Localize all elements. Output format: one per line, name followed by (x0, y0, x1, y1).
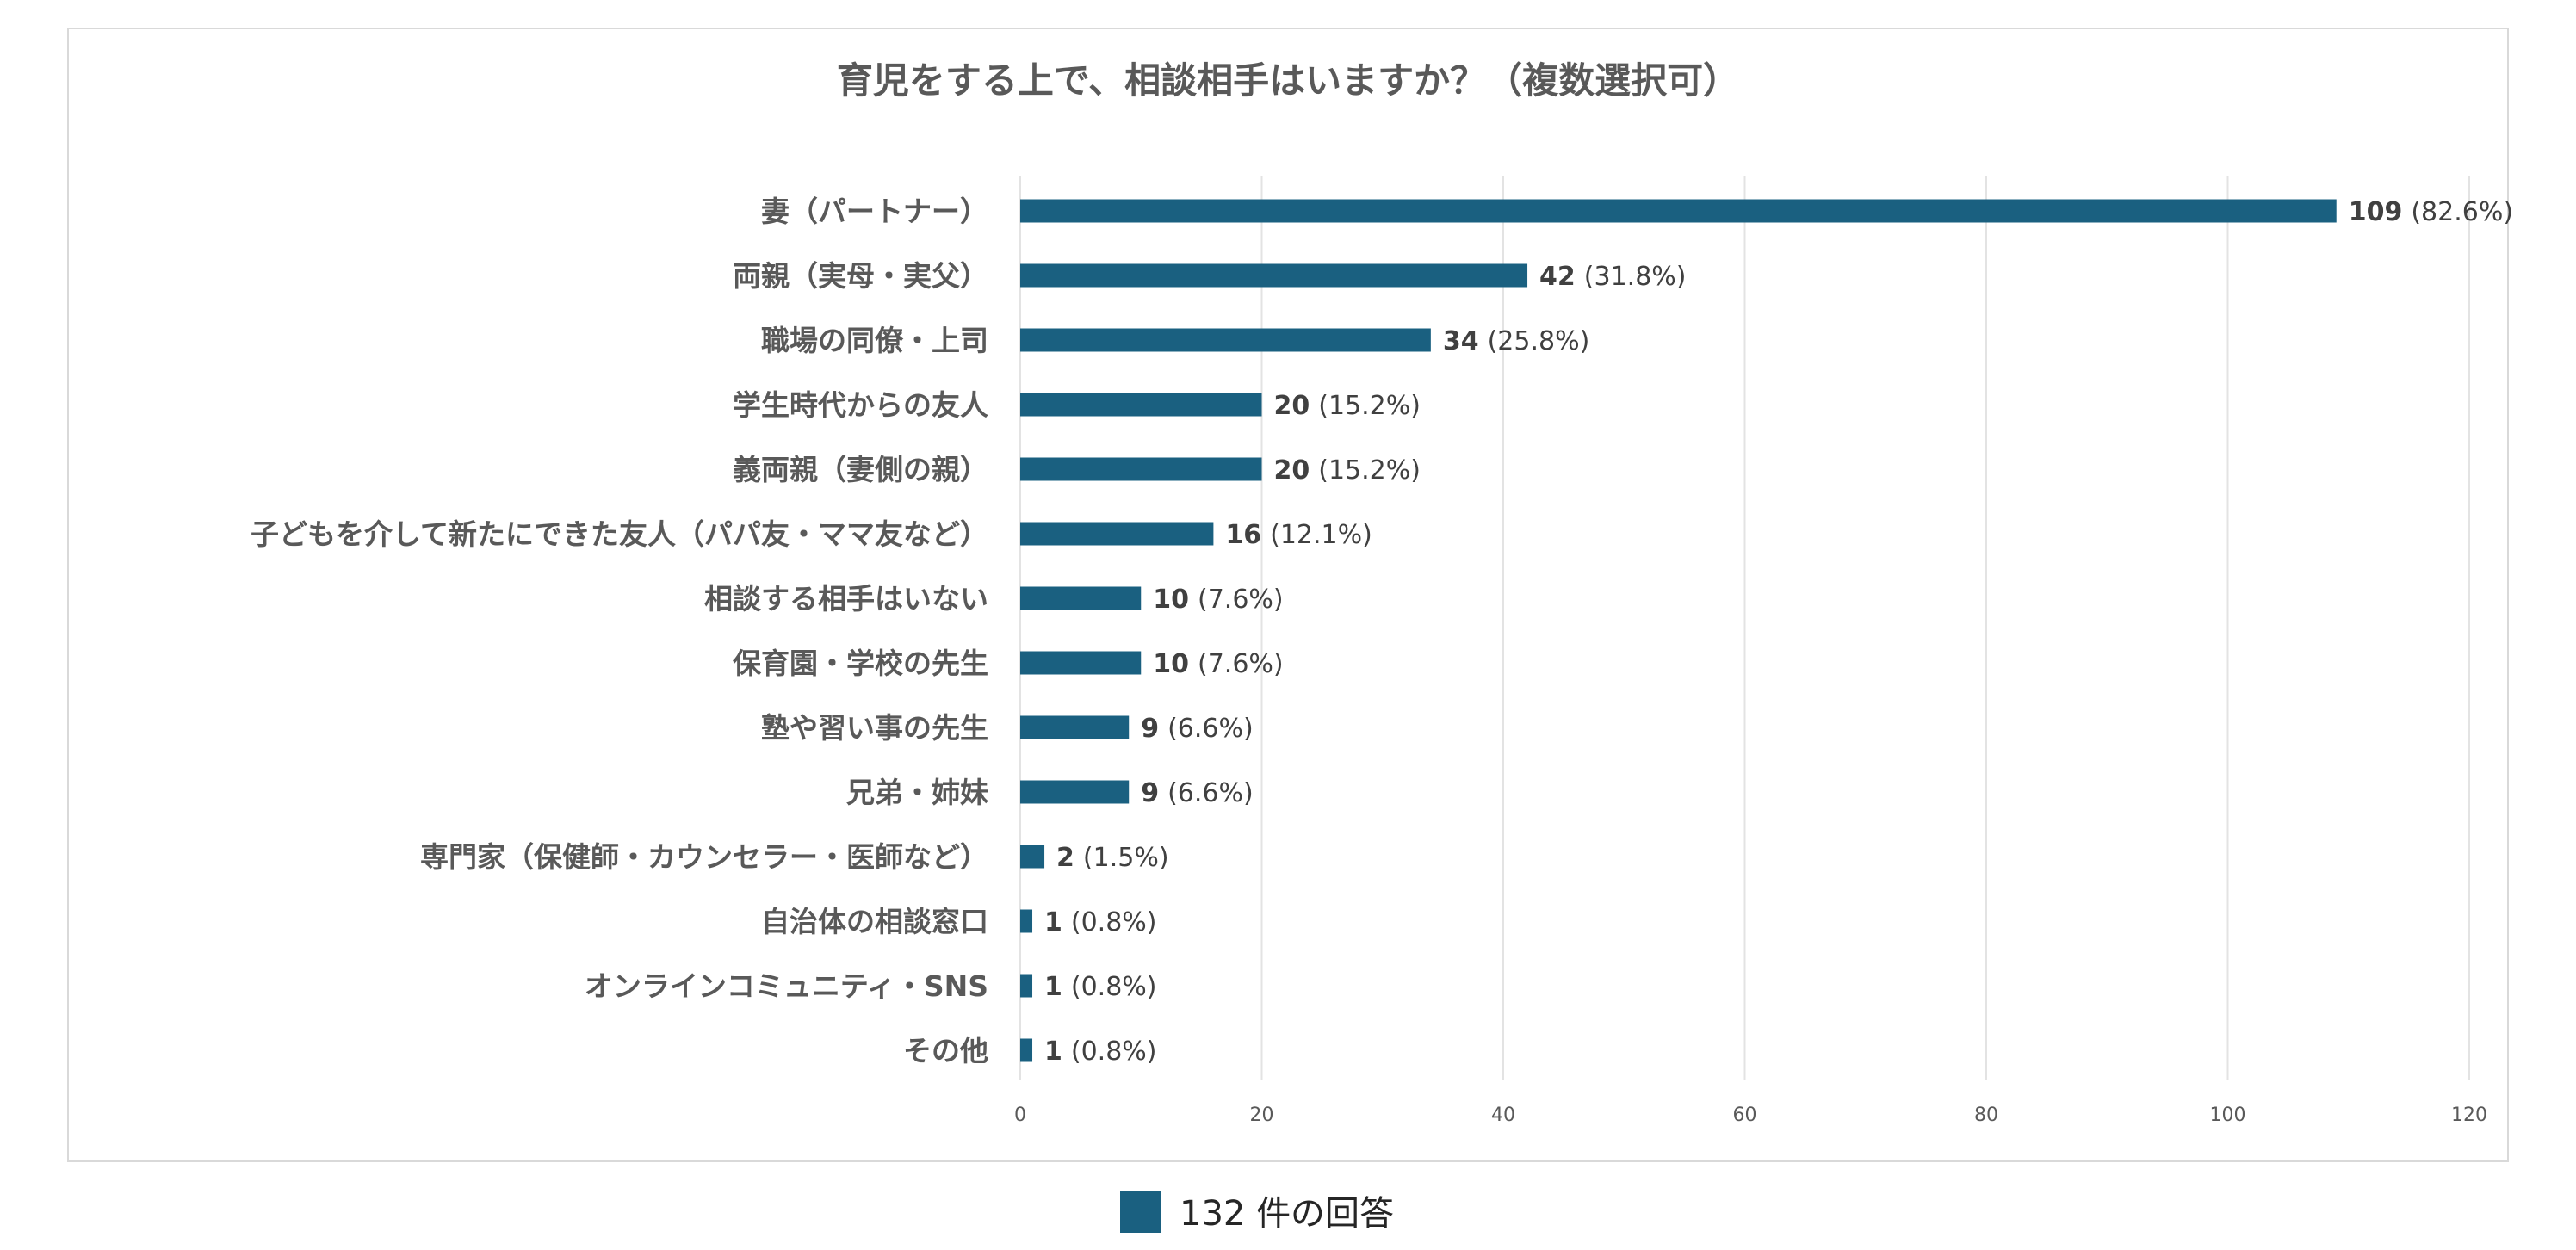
category-label: 両親（実母・実父） (733, 259, 988, 293)
bar (1020, 651, 1142, 675)
x-tick-label: 20 (1250, 1105, 1274, 1126)
category-label: 自治体の相談窓口 (761, 905, 988, 938)
bar (1020, 393, 1262, 417)
x-tick-label: 120 (2451, 1105, 2487, 1126)
category-label: 保育園・学校の先生 (733, 647, 988, 680)
bar (1020, 974, 1033, 998)
bar (1020, 1038, 1033, 1062)
bar (1020, 715, 1130, 739)
chart-title: 育児をする上で、相談相手はいますか？（複数選択可） (837, 59, 1739, 102)
data-label: 34 (25.8%) (1443, 326, 1589, 356)
category-label: オンラインコミュニティ・SNS (585, 969, 988, 1003)
data-label: 9 (6.6%) (1141, 714, 1254, 744)
bar (1020, 522, 1214, 546)
category-label: 兄弟・姉妹 (846, 776, 988, 809)
bar (1020, 263, 1528, 288)
x-tick-label: 60 (1733, 1105, 1757, 1126)
data-label: 20 (15.2%) (1274, 391, 1421, 421)
data-label: 42 (31.8%) (1539, 262, 1686, 292)
x-tick-label: 0 (1014, 1105, 1026, 1126)
x-tick-label: 80 (1974, 1105, 1998, 1126)
x-tick-label: 100 (2210, 1105, 2246, 1126)
data-label: 16 (12.1%) (1225, 520, 1372, 550)
data-label: 1 (0.8%) (1044, 972, 1157, 1002)
data-label: 1 (0.8%) (1044, 907, 1157, 938)
data-label: 9 (6.6%) (1141, 778, 1254, 808)
data-label: 10 (7.6%) (1153, 649, 1283, 679)
legend-swatch (1120, 1191, 1161, 1233)
category-label: 職場の同僚・上司 (761, 324, 988, 357)
bar (1020, 328, 1431, 352)
category-label: 相談する相手はいない (704, 582, 988, 616)
category-label: 専門家（保健師・カウンセラー・医師など） (420, 840, 988, 874)
data-label: 2 (1.5%) (1056, 843, 1169, 873)
legend: 132 件の回答 (1120, 1191, 1394, 1234)
category-label: 学生時代からの友人 (733, 388, 988, 422)
x-tick-label: 40 (1491, 1105, 1515, 1126)
bar (1020, 845, 1045, 869)
bar (1020, 780, 1130, 804)
category-label: 子どもを介して新たにできた友人（パパ友・ママ友など） (251, 517, 988, 551)
bar (1020, 909, 1033, 933)
data-label: 20 (15.2%) (1274, 455, 1421, 486)
legend-label: 132 件の回答 (1180, 1194, 1394, 1234)
bar (1020, 199, 2337, 223)
data-label: 1 (0.8%) (1044, 1037, 1157, 1067)
category-label: 塾や習い事の先生 (761, 711, 988, 745)
data-label: 10 (7.6%) (1153, 585, 1283, 615)
category-label: その他 (903, 1034, 988, 1067)
bar (1020, 586, 1142, 610)
data-label: 109 (82.6%) (2349, 197, 2513, 227)
category-label: 妻（パートナー） (761, 195, 988, 228)
category-label: 義両親（妻側の親） (733, 453, 988, 486)
bar (1020, 457, 1262, 481)
